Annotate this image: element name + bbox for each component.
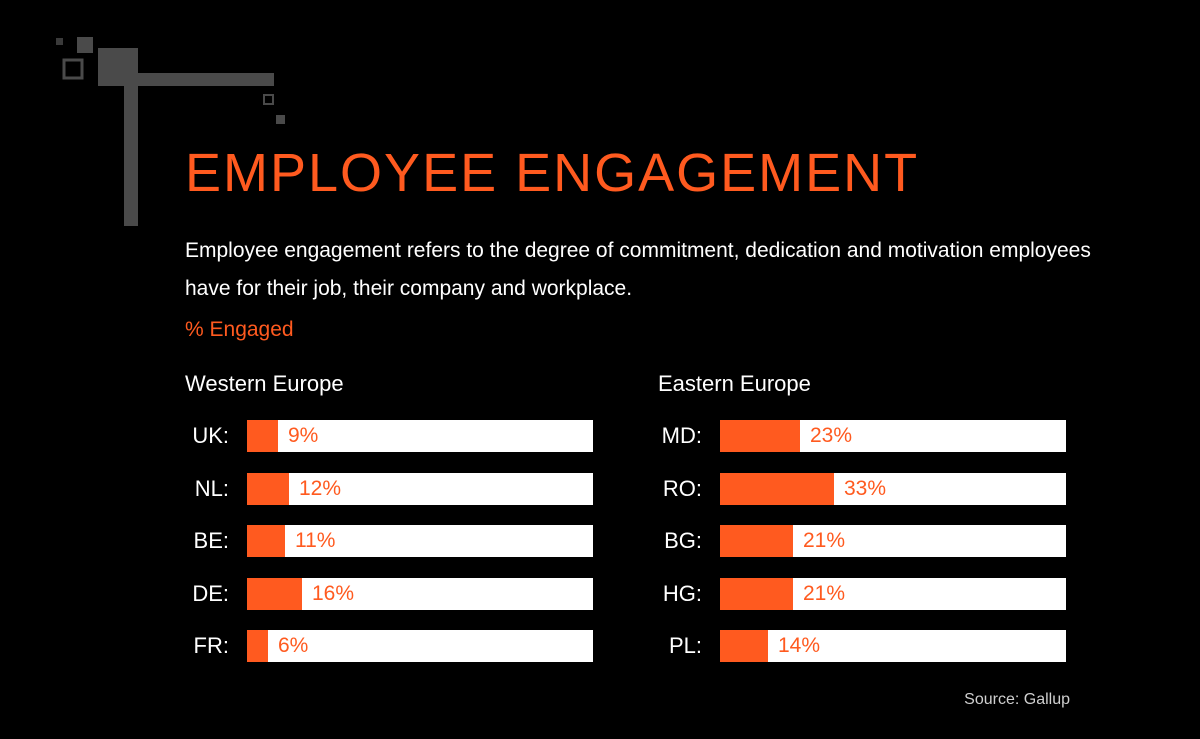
deco-square [56,38,63,45]
bar-track: 11% [247,525,593,557]
value-label: 12% [299,476,342,500]
bar [247,525,285,557]
deco-square [276,115,285,124]
bar-track: 14% [720,630,1066,662]
bar-row: FR: 6% [185,630,593,662]
bar-row: RO: 33% [658,472,1066,505]
metric-label: % Engaged [185,318,294,341]
bar [720,577,793,610]
description: Employee engagement refers to the degree… [185,239,1091,300]
deco-outline-square [263,94,274,105]
deco-outline-square [62,58,84,80]
bar-row: BG: 21% [658,525,1066,557]
category-label: NL: [194,475,229,501]
value-label: 11% [295,529,336,552]
category-label: HG: [662,580,702,606]
category-label: PL: [668,633,702,658]
category-label: RO: [662,475,702,501]
deco-square [77,37,93,53]
value-label: 14% [778,634,821,657]
bar [720,630,768,662]
bar-track: 23% [720,420,1066,452]
value-label: 9% [288,424,319,447]
value-label: 21% [803,581,846,605]
category-label: FR: [193,633,229,658]
bar [247,420,278,452]
category-label: UK: [192,423,229,448]
bar-row: MD: 23% [658,420,1066,452]
value-label: 33% [844,476,887,500]
category-label: BG: [664,528,702,553]
value-label: 16% [312,581,355,605]
category-label: DE: [192,580,229,606]
bar-track: 16% [247,577,593,610]
bar-row: BE: 11% [185,525,593,557]
source-note: Source: Gallup [964,691,1070,708]
bar-chart-eastern: MD: 23% RO: 33% BG: 21% HG: 21% PL: 14% [658,420,1066,683]
deco-horizontal-bar [124,73,274,86]
bar-track: 12% [247,472,593,505]
bar [247,472,289,505]
decorative-corner-graphic [56,37,285,226]
chart-title-western: Western Europe [185,371,344,396]
category-label: MD: [661,423,702,448]
bar [720,472,834,505]
bar-track: 21% [720,525,1066,557]
bar-track: 9% [247,420,593,452]
page-title: EMPLOYEE ENGAGEMENT [185,143,920,203]
bar-row: UK: 9% [185,420,593,452]
bar-row: DE: 16% [185,577,593,610]
bar [247,630,268,662]
bar [720,525,793,557]
bar-row: HG: 21% [658,577,1066,610]
bar-row: PL: 14% [658,630,1066,662]
bar-track: 21% [720,577,1066,610]
bar-track: 6% [247,630,593,662]
bar [247,577,302,610]
bar-chart-western: UK: 9% NL: 12% BE: 11% DE: 16% FR: 6% [185,420,593,683]
bar-row: NL: 12% [185,472,593,505]
value-label: 23% [810,424,853,447]
bar [720,420,800,452]
deco-vertical-bar [124,48,138,226]
chart-title-eastern: Eastern Europe [658,371,811,396]
value-label: 6% [278,634,309,657]
category-label: BE: [193,528,229,553]
value-label: 21% [803,529,846,552]
bar-track: 33% [720,472,1066,505]
